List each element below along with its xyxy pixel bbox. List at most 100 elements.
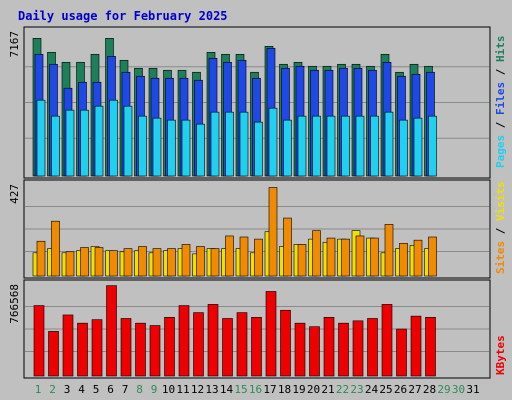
- bar-pages-day-27: [413, 117, 423, 177]
- bar-pages-day-10: [167, 119, 176, 177]
- bar-kbytes-day-16: [251, 316, 262, 377]
- legend-files: Files: [494, 82, 507, 115]
- bar-pages-day-23: [355, 115, 365, 177]
- bar-pages-day-11: [181, 119, 191, 177]
- day-label-25: 25: [379, 383, 392, 396]
- day-label-10: 10: [162, 383, 175, 396]
- bar-kbytes-day-8: [135, 322, 146, 377]
- day-label-29: 29: [437, 383, 450, 396]
- day-label-9: 9: [151, 383, 158, 396]
- bar-sites-day-18: [283, 217, 292, 277]
- legend-kbytes: KBytes: [494, 335, 507, 375]
- bar-sites-day-9: [152, 248, 162, 277]
- bar-sites-day-15: [239, 236, 249, 277]
- day-label-8: 8: [136, 383, 143, 396]
- bar-kbytes-day-7: [120, 318, 132, 377]
- bar-sites-day-16: [254, 238, 263, 277]
- bar-kbytes-day-5: [91, 319, 103, 377]
- bar-kbytes-day-13: [207, 304, 219, 377]
- day-label-7: 7: [122, 383, 129, 396]
- day-label-12: 12: [191, 383, 204, 396]
- bar-pages-day-2: [51, 115, 60, 177]
- day-label-31: 31: [466, 383, 479, 396]
- legend-kbytes-panel: KBytes: [494, 335, 507, 375]
- bar-sites-day-1: [36, 240, 46, 277]
- bar-sites-day-17: [268, 187, 278, 277]
- bar-kbytes-day-23: [352, 320, 364, 377]
- y-max-label: 766568: [8, 284, 21, 324]
- hits-panel: 7167: [8, 26, 491, 179]
- kbytes-panel: 766568: [8, 279, 491, 379]
- bar-pages-day-19: [297, 115, 307, 177]
- bar-sites-day-8: [138, 246, 147, 277]
- bar-pages-day-25: [384, 111, 394, 177]
- day-axis-labels: 1 2 3 4 5 6 7 8 9 10 11 12 13 14 15 16 17 18 19 20 21 22 23 24 2…: [35, 383, 480, 396]
- bar-sites-day-20: [312, 230, 321, 277]
- day-label-16: 16: [249, 383, 262, 396]
- bar-pages-day-1: [36, 99, 46, 177]
- legend-visits: Visits: [494, 181, 507, 221]
- bar-pages-day-8: [138, 115, 147, 177]
- bar-sites-day-10: [167, 248, 176, 277]
- day-label-4: 4: [78, 383, 85, 396]
- bar-pages-day-6: [109, 99, 118, 177]
- day-label-22: 22: [336, 383, 349, 396]
- chart-title: Daily usage for February 2025: [18, 9, 228, 23]
- day-label-6: 6: [107, 383, 114, 396]
- bar-sites-day-25: [384, 224, 394, 277]
- bar-pages-day-22: [341, 115, 350, 177]
- bar-sites-day-23: [355, 235, 365, 277]
- legend-sites: Sites: [494, 241, 507, 274]
- bar-kbytes-day-27: [410, 315, 422, 377]
- bar-pages-day-24: [370, 115, 379, 177]
- day-label-27: 27: [408, 383, 421, 396]
- bar-sites-day-4: [80, 247, 89, 277]
- bar-kbytes-day-4: [77, 322, 88, 377]
- bar-pages-day-21: [326, 115, 336, 177]
- bar-kbytes-day-22: [338, 322, 349, 377]
- bar-sites-day-3: [65, 251, 75, 277]
- bar-pages-day-20: [312, 115, 321, 177]
- day-label-13: 13: [205, 383, 218, 396]
- day-label-1: 1: [35, 383, 42, 396]
- bar-pages-day-13: [210, 111, 220, 177]
- legend-hits-panel: Pages / Files / Hits: [494, 36, 507, 169]
- day-label-20: 20: [307, 383, 320, 396]
- bar-kbytes-day-9: [149, 325, 161, 377]
- day-label-14: 14: [220, 383, 234, 396]
- bar-pages-day-5: [94, 105, 104, 177]
- bar-pages-day-18: [283, 119, 292, 177]
- bar-sites-day-2: [51, 220, 60, 277]
- day-label-17: 17: [263, 383, 276, 396]
- bar-sites-day-26: [399, 243, 408, 277]
- legend-hits: Hits: [494, 36, 507, 63]
- legend-visits-panel: Sites / Visits: [494, 181, 507, 274]
- bar-sites-day-28: [428, 236, 437, 277]
- bar-sites-day-13: [210, 248, 220, 277]
- bar-kbytes-day-21: [323, 316, 335, 377]
- bar-kbytes-day-14: [222, 318, 233, 377]
- day-label-23: 23: [350, 383, 363, 396]
- day-label-3: 3: [64, 383, 71, 396]
- bar-kbytes-day-2: [48, 331, 59, 377]
- day-label-2: 2: [49, 383, 56, 396]
- bar-sites-day-5: [94, 247, 104, 277]
- bar-sites-day-12: [196, 246, 205, 277]
- bar-pages-day-4: [80, 109, 89, 177]
- bar-kbytes-day-12: [193, 312, 204, 377]
- bar-kbytes-day-25: [381, 304, 393, 377]
- day-label-28: 28: [423, 383, 436, 396]
- bar-kbytes-day-19: [294, 322, 306, 377]
- y-max-label: 7167: [8, 31, 21, 58]
- legend-pages: Pages: [494, 135, 507, 168]
- bar-sites-day-24: [370, 237, 379, 277]
- bar-pages-day-16: [254, 121, 263, 177]
- bar-sites-day-27: [413, 239, 423, 277]
- bar-sites-day-6: [109, 250, 118, 277]
- bar-sites-day-14: [225, 235, 234, 277]
- bar-kbytes-day-3: [62, 314, 74, 377]
- bar-pages-day-3: [65, 109, 75, 177]
- bar-sites-day-11: [181, 244, 191, 277]
- bar-kbytes-day-1: [33, 305, 45, 377]
